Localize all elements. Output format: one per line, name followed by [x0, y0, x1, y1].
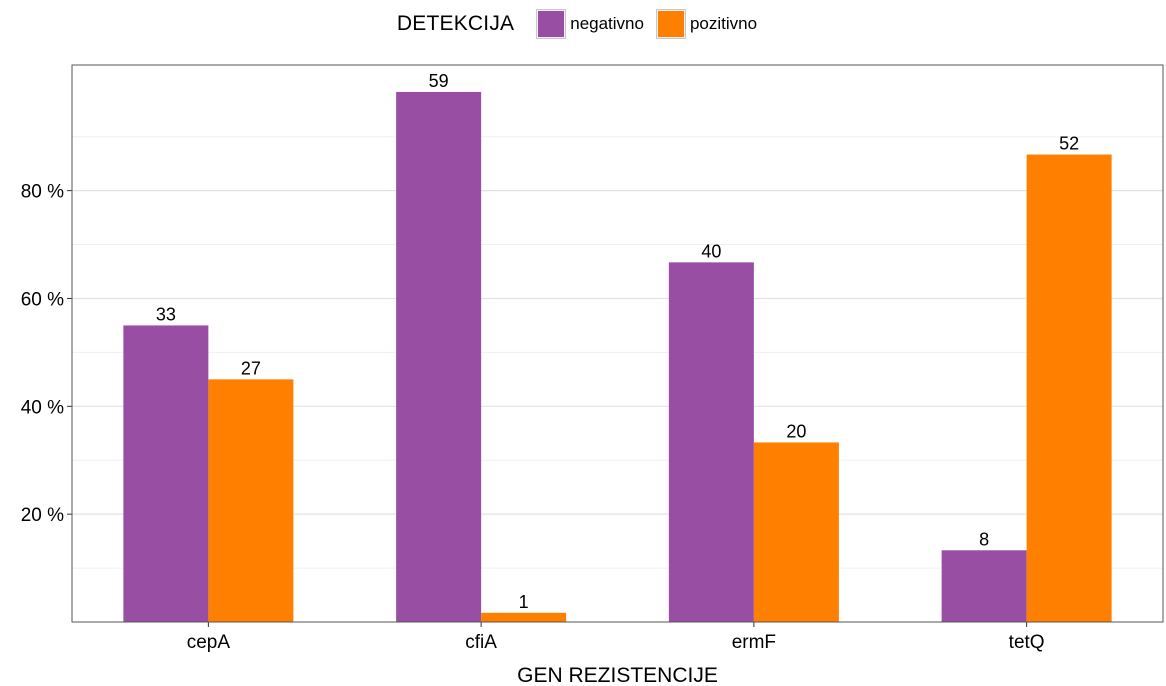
data-label-cfiA-pozitivno: 1 [519, 592, 529, 612]
data-label-tetQ-negativno: 8 [979, 529, 989, 549]
data-label-cfiA-negativno: 59 [429, 71, 449, 91]
x-tick-label-cfiA: cfiA [465, 632, 497, 653]
x-tick-label-cepA: cepA [187, 632, 231, 653]
bar-tetQ-negativno [941, 550, 1027, 622]
data-label-cepA-negativno: 33 [156, 304, 176, 324]
legend-key-negativno [536, 9, 567, 39]
legend-swatch-negativno [538, 11, 565, 37]
bar-cepA-pozitivno [208, 379, 294, 622]
x-tick-label-ermF: ermF [732, 632, 776, 653]
plot-border [71, 64, 1164, 623]
data-label-cepA-pozitivno: 27 [241, 358, 261, 378]
x-axis-title: GEN REZISTENCIJE [517, 664, 718, 686]
y-tick-label: 20 % [21, 505, 64, 526]
y-tick-label: 40 % [21, 397, 64, 418]
legend: DETEKCIJA negativno pozitivno [0, 6, 1166, 42]
x-tick-label-tetQ: tetQ [1009, 632, 1045, 653]
bar-cfiA-pozitivno [481, 612, 567, 622]
legend-item-negativno: negativno [536, 9, 644, 39]
data-label-tetQ-pozitivno: 52 [1059, 134, 1079, 154]
bar-ermF-pozitivno [753, 442, 839, 622]
legend-item-pozitivno: pozitivno [655, 9, 758, 39]
legend-title: DETEKCIJA [396, 12, 515, 35]
y-tick-label: 80 % [21, 182, 64, 203]
legend-label-negativno: negativno [570, 14, 644, 33]
bar-cfiA-negativno [396, 91, 482, 622]
data-label-ermF-negativno: 40 [701, 241, 721, 261]
legend-swatch-pozitivno [657, 11, 684, 37]
legend-key-pozitivno [655, 9, 686, 39]
y-tick-label: 60 % [21, 289, 64, 310]
bar-tetQ-pozitivno [1026, 154, 1112, 622]
bar-cepA-negativno [123, 325, 209, 622]
bar-ermF-negativno [668, 262, 754, 622]
data-label-ermF-pozitivno: 20 [786, 421, 806, 441]
legend-label-pozitivno: pozitivno [689, 14, 758, 33]
